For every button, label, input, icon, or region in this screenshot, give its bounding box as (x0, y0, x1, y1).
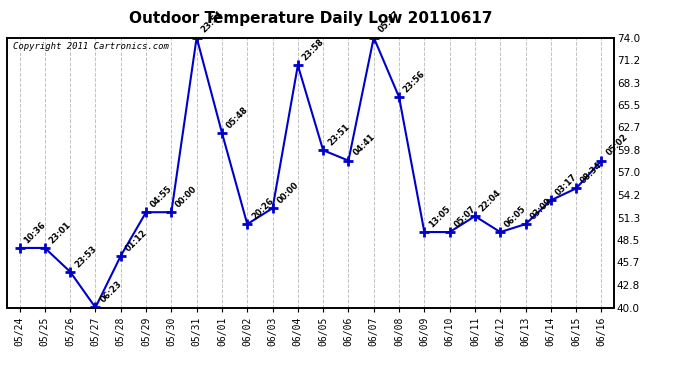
Text: Copyright 2011 Cartronics.com: Copyright 2011 Cartronics.com (13, 42, 169, 51)
Text: 23:53: 23:53 (73, 244, 98, 269)
Text: 23:58: 23:58 (301, 38, 326, 63)
Text: 23:54: 23:54 (199, 9, 225, 35)
Text: 23:01: 23:01 (48, 220, 73, 245)
Text: 01:12: 01:12 (124, 228, 149, 253)
Text: 05:47: 05:47 (377, 9, 402, 35)
Text: 00:00: 00:00 (275, 180, 300, 206)
Text: 10:36: 10:36 (22, 220, 48, 245)
Text: Outdoor Temperature Daily Low 20110617: Outdoor Temperature Daily Low 20110617 (129, 11, 492, 26)
Text: 06:05: 06:05 (503, 204, 529, 229)
Text: 23:51: 23:51 (326, 122, 351, 147)
Text: 04:41: 04:41 (351, 132, 377, 158)
Text: 03:17: 03:17 (553, 172, 579, 198)
Text: 05:07: 05:07 (453, 204, 477, 229)
Text: 06:23: 06:23 (98, 279, 124, 305)
Text: 05:02: 05:02 (604, 133, 629, 158)
Text: 04:55: 04:55 (149, 184, 174, 209)
Text: 23:56: 23:56 (402, 69, 427, 94)
Text: 03:09: 03:09 (529, 196, 553, 221)
Text: 22:04: 22:04 (477, 188, 503, 213)
Text: 13:05: 13:05 (427, 204, 453, 229)
Text: 05:48: 05:48 (225, 105, 250, 130)
Text: 08:34: 08:34 (579, 160, 604, 186)
Text: 20:26: 20:26 (250, 196, 275, 221)
Text: 00:00: 00:00 (174, 184, 199, 209)
